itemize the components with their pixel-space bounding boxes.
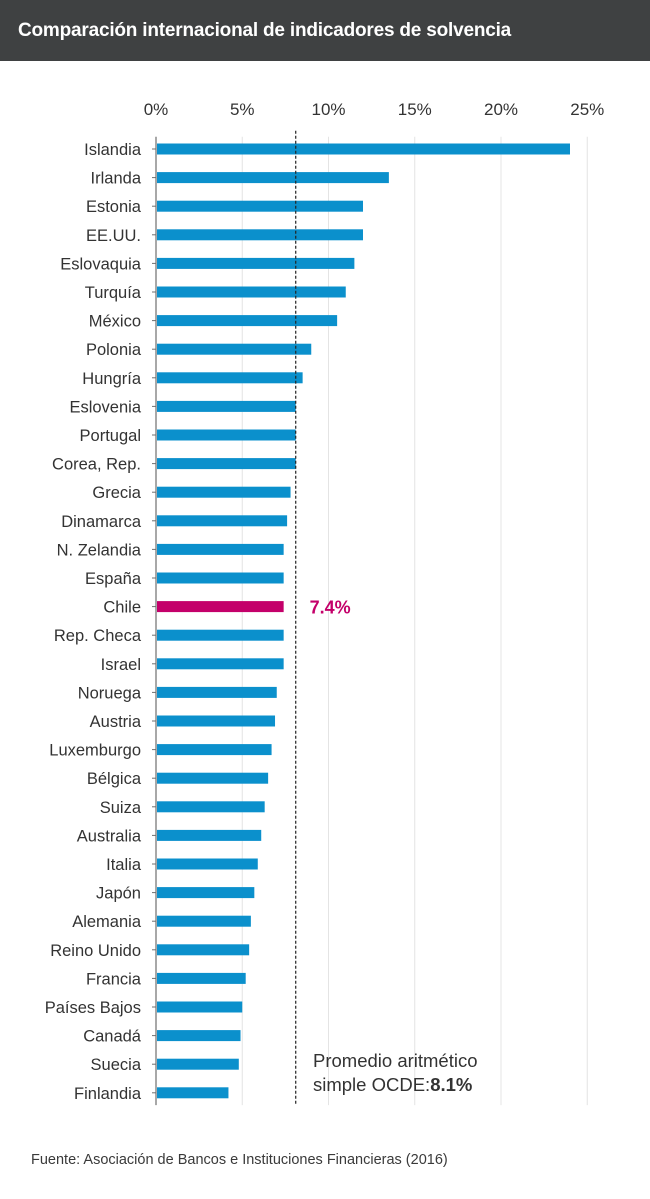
category-label: EE.UU.	[86, 227, 141, 245]
bar	[157, 744, 272, 756]
average-annotation-value: 8.1%	[430, 1074, 472, 1095]
bar	[157, 944, 250, 956]
category-label: Dinamarca	[61, 513, 142, 531]
bar	[157, 915, 251, 927]
category-label: Grecia	[92, 484, 141, 502]
category-label: Australia	[77, 827, 142, 845]
bar	[157, 172, 389, 184]
category-label: Francia	[86, 970, 142, 988]
bar	[157, 658, 284, 670]
bar	[157, 715, 276, 727]
x-tick-label: 20%	[484, 100, 518, 119]
category-label: Irlanda	[91, 170, 142, 188]
bar	[157, 858, 258, 870]
bar	[157, 1087, 229, 1099]
bar-chart: 0% 5% 10% 15% 20% 25% Islandia Irlanda Estonia EE…	[45, 100, 604, 1106]
category-label: Italia	[106, 856, 142, 874]
category-label: Luxemburgo	[49, 742, 141, 760]
category-label: Israel	[101, 656, 141, 674]
category-label: Alemania	[72, 913, 142, 931]
bar	[157, 143, 570, 155]
bar-highlight	[157, 601, 284, 613]
bar	[157, 887, 255, 899]
category-label: Polonia	[86, 341, 142, 359]
category-label: Japón	[96, 885, 141, 903]
bar	[157, 257, 355, 269]
bar	[157, 400, 296, 412]
category-label: Eslovenia	[69, 398, 141, 416]
bar	[157, 429, 296, 441]
category-label: N. Zelandia	[57, 541, 142, 559]
bar	[157, 543, 284, 555]
bar	[157, 801, 265, 813]
category-label: Reino Unido	[50, 942, 141, 960]
x-tick-label: 25%	[570, 100, 604, 119]
bar	[157, 286, 346, 298]
source-note: Fuente: Asociación de Bancos e Instituci…	[31, 1152, 448, 1168]
bar	[157, 1058, 239, 1070]
bar	[157, 572, 284, 584]
bar	[157, 772, 269, 784]
bar	[157, 486, 291, 498]
category-label: España	[85, 570, 142, 588]
category-label: Austria	[90, 713, 142, 731]
bar	[157, 458, 296, 470]
category-label: Países Bajos	[45, 999, 141, 1017]
category-label: Estonia	[86, 198, 142, 216]
x-tick-label: 15%	[398, 100, 432, 119]
category-label: Suecia	[91, 1056, 142, 1074]
category-label: Portugal	[80, 427, 141, 445]
bar	[157, 343, 312, 355]
bar	[157, 315, 338, 327]
bar	[157, 829, 262, 841]
x-tick-label: 5%	[230, 100, 255, 119]
bar	[157, 229, 363, 241]
category-label: Canadá	[83, 1028, 142, 1046]
category-label: Chile	[103, 599, 141, 617]
bar	[157, 1001, 243, 1013]
x-tick-label: 0%	[144, 100, 169, 119]
average-annotation-line1: Promedio aritmético	[313, 1050, 478, 1071]
category-label: Eslovaquia	[60, 255, 142, 273]
category-label: Noruega	[78, 684, 142, 702]
average-annotation-prefix: simple OCDE:	[313, 1074, 430, 1095]
bar	[157, 972, 246, 984]
category-label: Finlandia	[74, 1085, 142, 1103]
bar	[157, 686, 277, 698]
category-label: Turquía	[85, 284, 142, 302]
x-tick-label: 10%	[311, 100, 345, 119]
category-label: Suiza	[100, 799, 142, 817]
average-annotation-line2: simple OCDE:8.1%	[313, 1074, 472, 1095]
category-label: Rep. Checa	[54, 627, 142, 645]
category-label: Corea, Rep.	[52, 456, 141, 474]
category-label: México	[89, 313, 141, 331]
category-label: Hungría	[82, 370, 142, 388]
chart-title: Comparación internacional de indicadores…	[18, 19, 512, 41]
chart-title-bar: Comparación internacional de indicadores…	[0, 0, 650, 61]
bar	[157, 515, 288, 527]
category-label: Islandia	[84, 141, 142, 159]
bar	[157, 1030, 241, 1042]
bar	[157, 629, 284, 641]
category-label: Bélgica	[87, 770, 142, 788]
bar	[157, 372, 303, 384]
highlight-value-label: 7.4%	[310, 598, 351, 618]
bar	[157, 200, 363, 212]
